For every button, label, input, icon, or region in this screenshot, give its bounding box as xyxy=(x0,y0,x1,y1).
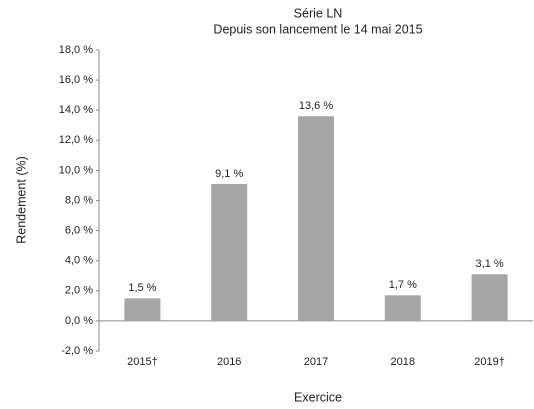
y-tick-label: 0,0 % xyxy=(65,315,93,327)
x-tick-label: 2016 xyxy=(217,356,241,368)
y-tick-label: 12,0 % xyxy=(59,134,93,146)
y-tick-label: 8,0 % xyxy=(65,194,93,206)
y-tick-label: 14,0 % xyxy=(59,104,93,116)
x-axis-label: Exercice xyxy=(294,390,342,404)
chart-title: Série LN xyxy=(294,6,343,20)
data-label: 1,7 % xyxy=(389,279,417,291)
data-label: 1,5 % xyxy=(128,282,156,294)
chart-subtitle: Depuis son lancement le 14 mai 2015 xyxy=(213,22,422,36)
y-axis-label: Rendement (%) xyxy=(14,156,28,244)
x-tick-label: 2017 xyxy=(304,356,328,368)
bar xyxy=(124,298,161,321)
bar xyxy=(211,183,248,321)
data-label: 9,1 % xyxy=(215,168,243,180)
y-tick-label: 6,0 % xyxy=(65,225,93,237)
y-tick-label: 2,0 % xyxy=(65,285,93,297)
y-tick-label: 4,0 % xyxy=(65,255,93,267)
data-label: 3,1 % xyxy=(476,258,504,270)
y-tick-label: 10,0 % xyxy=(59,164,93,176)
bar xyxy=(298,116,334,321)
bar xyxy=(471,274,508,321)
x-tick-label: 2015† xyxy=(127,356,158,368)
y-tick-label: -2,0 % xyxy=(61,345,93,357)
data-label: 13,6 % xyxy=(299,100,333,112)
y-tick-label: 16,0 % xyxy=(59,74,93,86)
x-tick-label: 2019† xyxy=(474,356,505,368)
x-tick-label: 2018 xyxy=(391,356,415,368)
y-tick-label: 18,0 % xyxy=(59,44,93,56)
bar xyxy=(384,295,421,321)
